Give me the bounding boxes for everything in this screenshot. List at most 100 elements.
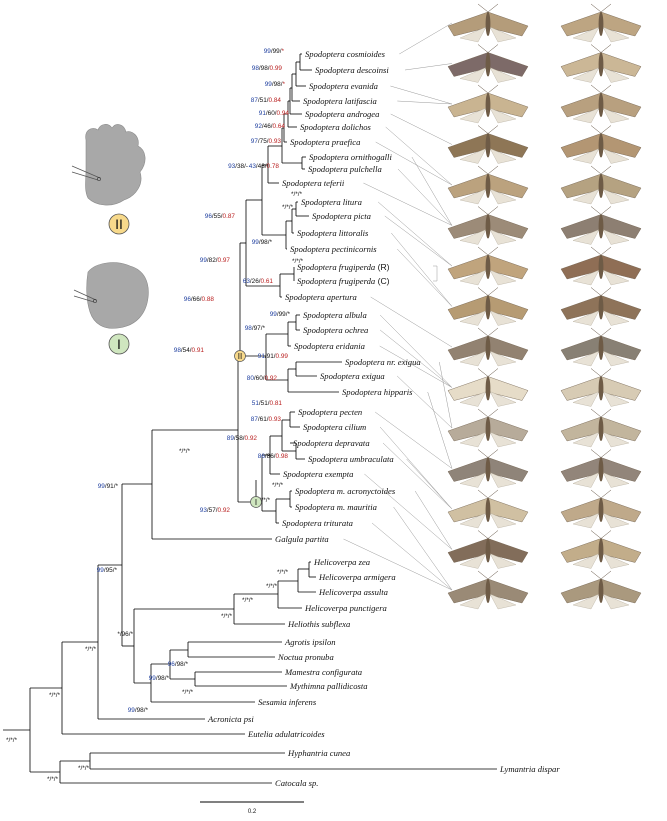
moth-photo — [447, 570, 529, 610]
support-value: 80/60/0.92 — [247, 375, 278, 382]
taxon-label: Spodoptera picta — [312, 211, 371, 221]
moth-photo — [560, 489, 642, 529]
node-marker-II-large: II — [108, 213, 130, 235]
scale-bar: 0.2 — [200, 801, 304, 815]
node-label-I-large: I — [117, 336, 121, 352]
taxon-label: Spodoptera albula — [303, 310, 367, 320]
support-values: 99/99/* 98/98/0.99 99/98/* 87/51/0.84 91/60/… — [6, 48, 304, 783]
taxon-label: Spodoptera ornithogalli — [309, 152, 392, 162]
taxon-label: Mythimna pallidicosta — [289, 681, 368, 691]
support-value: */*/* — [179, 448, 191, 455]
moth-photo — [560, 287, 642, 326]
support-value: 99/99/* — [270, 311, 291, 318]
moth-photo — [447, 206, 529, 245]
taxon-label: Spodoptera m. mauritia — [295, 502, 377, 512]
taxon-label: Spodoptera nr. exigua — [345, 357, 421, 367]
taxon-labels: Spodoptera cosmioides Spodoptera descoins… — [207, 49, 560, 788]
support-value: 98/98/0.99 — [252, 65, 283, 72]
connector-line — [393, 506, 453, 591]
taxon-label: Spodoptera litura — [301, 197, 362, 207]
moth-photo — [560, 84, 642, 124]
taxon-label: Eutelia adulatricoides — [247, 729, 325, 739]
support-value: */*/* — [282, 204, 294, 211]
connector-line — [391, 232, 453, 307]
connector-line — [390, 85, 453, 105]
taxon-suffix: (R) — [375, 262, 389, 272]
taxon-label: Acronicta psi — [207, 714, 254, 724]
taxon-label: Spodoptera apertura — [285, 292, 357, 302]
hindwing-type-II-silhouette — [71, 124, 146, 206]
moth-photo — [560, 368, 642, 407]
connector-line — [397, 100, 453, 105]
taxon-label: Helicoverpa zea — [313, 557, 370, 567]
taxon-label: Spodoptera frugiperda (C) — [297, 276, 390, 286]
taxon-label: Galgula partita — [275, 534, 329, 544]
support-value: */*/* — [6, 737, 18, 744]
connector-line — [396, 375, 453, 429]
support-value: 87/51/0.84 — [251, 97, 282, 104]
connector-line — [382, 442, 453, 510]
moth-photo — [560, 570, 642, 610]
support-value: 87/61/0.93 — [251, 416, 282, 423]
taxon-label: Spodoptera frugiperda (R) — [297, 262, 390, 272]
connector-line — [363, 182, 453, 226]
moth-photo — [447, 3, 529, 43]
taxon-label: Heliothis subflexa — [287, 619, 350, 629]
moth-photo — [560, 3, 642, 43]
taxon-label: Helicoverpa assulta — [318, 587, 388, 597]
support-value: */*/* — [266, 583, 278, 590]
support-value: 99/95/* — [97, 567, 118, 574]
moth-photo — [447, 489, 529, 529]
support-value: 96/98/* — [168, 661, 189, 668]
taxon-label: Spodoptera umbraculata — [308, 454, 394, 464]
support-value: */*/* — [292, 258, 304, 265]
connector-line — [384, 215, 453, 267]
taxon-label: Spodoptera evanida — [309, 81, 378, 91]
connector-line — [370, 296, 453, 348]
taxon-label: Spodoptera eridania — [294, 341, 365, 351]
support-value: 99/99/* — [264, 48, 285, 55]
moth-photo — [560, 206, 642, 245]
moth-photo — [560, 530, 642, 569]
connector-line — [377, 201, 453, 267]
support-value: 99/98/* — [252, 239, 273, 246]
connector-line — [364, 473, 453, 550]
taxon-label: Spodoptera teferii — [282, 178, 345, 188]
node-label-II: II — [238, 352, 242, 361]
moth-photo — [560, 246, 642, 286]
moth-photo — [560, 327, 642, 367]
moth-photo — [560, 449, 642, 488]
support-value: 91/60/0.94 — [259, 110, 290, 117]
taxon-label: Sesamia inferens — [258, 697, 317, 707]
moth-photo — [560, 125, 642, 164]
taxon-label: Spodoptera praefica — [290, 137, 360, 147]
moth-photo — [447, 368, 529, 407]
connector-line — [379, 426, 453, 510]
node-label-I: I — [255, 498, 257, 507]
connector-line — [379, 329, 453, 388]
taxon-label: Noctua pronuba — [277, 652, 334, 662]
support-value: 97/75/0.93 — [251, 138, 282, 145]
taxon-label: Spodoptera pulchella — [308, 164, 382, 174]
taxon-label: Lymantria dispar — [499, 764, 560, 774]
moth-photo-column — [447, 3, 642, 610]
taxon-label: Spodoptera pecten — [298, 407, 362, 417]
taxon-label: Mamestra configurata — [284, 667, 362, 677]
connector-line — [406, 458, 453, 510]
connector-line — [385, 126, 453, 186]
moth-photo — [447, 165, 529, 205]
taxon-label: Spodoptera hipparis — [342, 387, 413, 397]
connector-line — [427, 391, 453, 469]
support-value: 98/54/0.91 — [174, 347, 205, 354]
support-value: 99/91/* — [98, 483, 119, 490]
support-value: */*/* — [85, 646, 97, 653]
scale-bar-label: 0.2 — [248, 809, 257, 815]
connector-line — [343, 538, 453, 591]
taxon-label: Spodoptera pectinicornis — [290, 244, 377, 254]
connector-line — [404, 63, 453, 71]
taxon-suffix: (C) — [375, 276, 389, 286]
node-marker-II: II — [234, 350, 246, 362]
support-value: */*/* — [221, 613, 233, 620]
support-value: 43/43/0.78 — [249, 163, 280, 170]
